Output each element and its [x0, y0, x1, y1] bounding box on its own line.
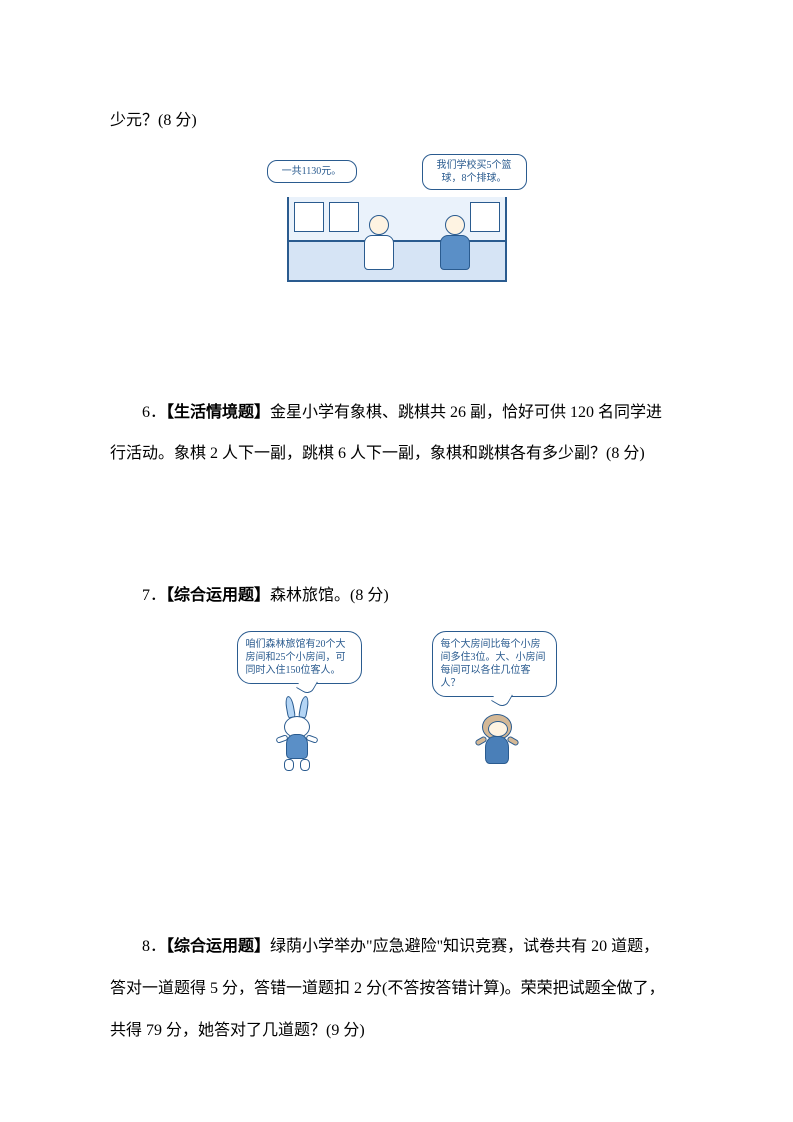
- q7-label: 【综合运用题】: [166, 587, 270, 604]
- spacer: [110, 332, 683, 392]
- q6-label: 【生活情境题】: [166, 404, 270, 421]
- customer-figure: [435, 215, 475, 275]
- rabbit-leg: [300, 759, 310, 771]
- shop-scene-container: 一共1130元。 我们学校买5个篮球，8个排球。: [257, 152, 537, 282]
- q8-label: 【综合运用题】: [166, 938, 270, 955]
- q7-line1: 7．【综合运用题】森林旅馆。(8 分): [110, 575, 683, 617]
- q6-line1: 6．【生活情境题】金星小学有象棋、跳棋共 26 副，恰好可供 120 名同学进: [110, 392, 683, 434]
- rabbit-figure: [272, 706, 322, 771]
- monkey-figure: [472, 706, 522, 771]
- q6-number: 6．: [142, 404, 166, 421]
- q5-illustration: 一共1130元。 我们学校买5个篮球，8个排球。: [110, 152, 683, 282]
- rabbit-leg: [284, 759, 294, 771]
- q7-bubble-left: 咱们森林旅馆有20个大房间和25个小房间，可同时入住150位客人。: [237, 631, 362, 684]
- q5-bubble-left: 一共1130元。: [267, 160, 357, 183]
- q7-text: 森林旅馆。(8 分): [270, 587, 389, 604]
- monkey-body: [485, 736, 509, 764]
- shop-background: [287, 197, 507, 282]
- q8-text1: 绿荫小学举办"应急避险"知识竞赛，试卷共有 20 道题，: [270, 938, 659, 955]
- person-head: [445, 215, 465, 235]
- clerk-figure: [359, 215, 399, 275]
- q8-line1: 8．【综合运用题】绿荫小学举办"应急避险"知识竞赛，试卷共有 20 道题，: [110, 926, 683, 968]
- q8-number: 8．: [142, 938, 166, 955]
- q5-bubble-right: 我们学校买5个篮球，8个排球。: [422, 154, 527, 190]
- shelf-item: [329, 202, 359, 232]
- spacer: [110, 826, 683, 886]
- monkey-face: [488, 721, 508, 737]
- q8-line2: 答对一道题得 5 分，答错一道题扣 2 分(不答按答错计算)。荣荣把试题全做了，: [110, 968, 683, 1010]
- q7-number: 7．: [142, 587, 166, 604]
- person-body: [440, 235, 470, 270]
- rabbit-body: [286, 734, 308, 759]
- q5-tail-text: 少元？(8 分): [110, 100, 683, 142]
- spacer: [110, 475, 683, 535]
- spacer: [110, 535, 683, 575]
- q7-illustration: 咱们森林旅馆有20个大房间和25个小房间，可同时入住150位客人。 每个大房间比…: [110, 626, 683, 776]
- q7-bubble-right: 每个大房间比每个小房间多住3位。大、小房间每间可以各住几位客人？: [432, 631, 557, 697]
- q6-line2: 行活动。象棋 2 人下一副，跳棋 6 人下一副，象棋和跳棋各有多少副？(8 分): [110, 433, 683, 475]
- forest-hotel-scene: 咱们森林旅馆有20个大房间和25个小房间，可同时入住150位客人。 每个大房间比…: [222, 626, 572, 776]
- person-head: [369, 215, 389, 235]
- spacer: [110, 886, 683, 926]
- q6-text1: 金星小学有象棋、跳棋共 26 副，恰好可供 120 名同学进: [270, 404, 662, 421]
- shelf-item: [294, 202, 324, 232]
- q8-line3: 共得 79 分，她答对了几道题？(9 分): [110, 1010, 683, 1052]
- person-body: [364, 235, 394, 270]
